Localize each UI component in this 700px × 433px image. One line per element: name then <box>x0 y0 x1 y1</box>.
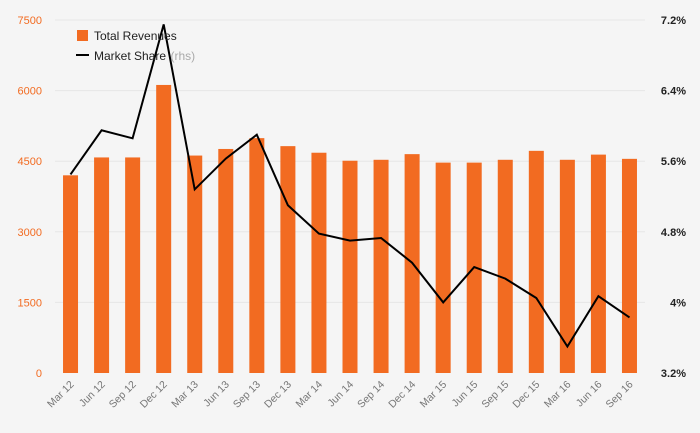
x-axis-tick-label: Jun 14 <box>325 379 356 410</box>
x-axis-tick-label: Dec 12 <box>138 379 170 411</box>
right-axis-tick-label: 7.2% <box>661 15 686 27</box>
left-axis-tick-label: 4500 <box>18 156 42 168</box>
left-axis-tick-label: 1500 <box>18 297 42 309</box>
right-axis-tick-label: 5.6% <box>661 156 686 168</box>
revenue-bar <box>342 160 358 373</box>
right-axis-tick-label: 3.2% <box>661 368 686 380</box>
revenue-bar <box>528 150 544 373</box>
x-axis-tick-label: Sep 15 <box>479 379 511 411</box>
legend-label-total-revenues: Total Revenues <box>94 29 177 43</box>
left-axis-tick-label: 7500 <box>18 15 42 27</box>
x-axis-tick-label: Mar 14 <box>293 379 325 411</box>
x-axis-tick-label: Jun 15 <box>450 379 481 410</box>
x-axis-tick-label: Jun 12 <box>77 379 108 410</box>
legend: Total Revenues Market Share (rhs) <box>76 29 195 64</box>
legend-label-market-share-name: Market Share <box>94 49 166 63</box>
x-axis-tick-label: Dec 15 <box>510 379 542 411</box>
revenue-bar <box>497 159 513 373</box>
right-axis-tick-label: 4.8% <box>661 227 686 239</box>
revenue-bar <box>373 159 389 373</box>
revenue-bar <box>156 84 172 374</box>
x-axis-tick-label: Dec 14 <box>386 379 418 411</box>
x-axis-tick-label: Mar 15 <box>418 379 450 411</box>
x-axis-tick-label: Jun 13 <box>201 379 232 410</box>
legend-swatch-total-revenues <box>77 30 88 41</box>
right-axis-tick-label: 4% <box>670 297 686 309</box>
left-axis-tick-label: 0 <box>36 368 42 380</box>
x-axis-tick-label: Sep 16 <box>604 379 636 411</box>
x-axis-tick-label: Sep 14 <box>355 379 387 411</box>
x-axis-tick-label: Jun 16 <box>574 379 605 410</box>
revenue-bars <box>63 84 637 374</box>
revenue-bar <box>63 175 79 373</box>
revenue-bar <box>94 157 110 373</box>
right-axis-tick-label: 6.4% <box>661 86 686 98</box>
revenue-bar <box>218 148 234 373</box>
revenue-bar <box>311 152 327 373</box>
revenue-bar <box>249 138 265 373</box>
revenue-bar <box>621 158 637 373</box>
legend-label-market-share-suffix: (rhs) <box>170 49 195 63</box>
left-axis-tick-label: 3000 <box>18 227 42 239</box>
market-share-line <box>69 24 631 349</box>
x-axis-tick-label: Sep 13 <box>231 379 263 411</box>
x-axis-tick-label: Mar 16 <box>542 379 574 411</box>
x-axis-tick-label: Mar 12 <box>45 379 77 411</box>
x-axis-tick-label: Dec 13 <box>262 379 294 411</box>
revenue-bar <box>280 146 296 373</box>
revenue-bar <box>435 162 451 373</box>
right-axis-ticks: 3.2% 4% 4.8% 5.6% 6.4% 7.2% <box>661 15 686 380</box>
legend-label-market-share: Market Share (rhs) <box>94 47 195 64</box>
x-axis-tick-label: Sep 12 <box>107 379 139 411</box>
left-axis-tick-label: 6000 <box>18 86 42 98</box>
x-axis-ticks: Mar 12 Jun 12 Sep 12 Dec 12 Mar 13 Jun 13 Sep … <box>45 379 636 411</box>
revenue-bar <box>559 159 575 373</box>
revenue-bar <box>125 157 141 373</box>
revenue-bar <box>590 154 606 373</box>
x-axis-tick-label: Mar 13 <box>169 379 201 411</box>
market-share-series <box>69 24 631 349</box>
left-axis-ticks: 0 1500 3000 4500 6000 7500 <box>18 15 42 380</box>
revenue-bar <box>187 155 203 373</box>
